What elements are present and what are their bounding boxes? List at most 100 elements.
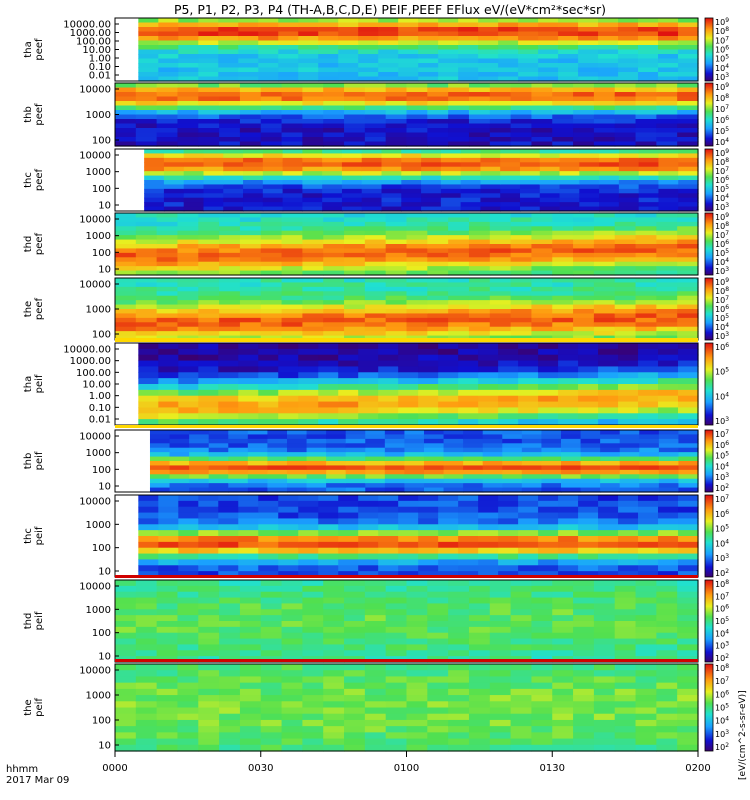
spectrogram-cell	[239, 235, 262, 241]
y-tick-label: 10	[98, 201, 111, 212]
spectrogram-cell	[298, 506, 319, 514]
spectrogram-cell	[158, 76, 179, 82]
spectrogram-cell	[358, 541, 379, 549]
spectrogram-cell	[158, 565, 179, 572]
colorbar-tick-label: 108	[715, 579, 729, 589]
spectrogram-cell	[521, 438, 543, 444]
spectrogram-cell	[427, 291, 449, 297]
y-tick-label: 0.10	[89, 62, 111, 73]
spectrogram-cell	[281, 96, 303, 102]
spectrogram-cell	[149, 461, 171, 467]
spectrogram-cell	[228, 487, 249, 493]
spectrogram-cell	[635, 83, 657, 89]
spectrogram-cell	[169, 483, 190, 489]
spectrogram-cell	[518, 530, 539, 537]
spectrogram-cell	[677, 713, 699, 721]
spectrogram-cell	[286, 465, 308, 471]
spectrogram-cell	[258, 506, 279, 514]
spectrogram-cell	[614, 650, 637, 657]
spectrogram-cell	[438, 553, 459, 561]
y-tick-label: 0.10	[89, 403, 111, 414]
spectrogram-cell	[510, 282, 533, 288]
spectrogram-cell	[238, 372, 259, 379]
spectrogram-cell	[418, 22, 439, 28]
spectrogram-cell	[281, 322, 303, 328]
spectrogram-cell	[614, 110, 637, 116]
spectrogram-cell	[302, 650, 324, 657]
spectrogram-cell	[677, 230, 699, 236]
spectrogram-cell	[219, 266, 241, 272]
spectrogram-cell	[510, 235, 533, 241]
spectrogram-cell	[278, 419, 299, 426]
spectrogram-cell	[302, 726, 324, 733]
spectrogram-cell	[198, 266, 220, 272]
spectrogram-cell	[338, 58, 359, 64]
colorbar-tick-label: 102	[715, 742, 729, 752]
spectrogram-cell	[341, 157, 363, 163]
spectrogram-cell	[247, 461, 269, 467]
spectrogram-cell	[438, 518, 459, 525]
spectrogram-cell	[552, 670, 574, 678]
spectrogram-cell	[531, 719, 553, 727]
spectrogram-cell	[539, 206, 561, 212]
spectrogram-cell	[177, 278, 199, 284]
spectrogram-cell	[573, 213, 595, 219]
spectrogram-cell	[677, 304, 699, 310]
spectrogram-cell	[578, 536, 599, 543]
spectrogram-cell	[614, 257, 637, 263]
spectrogram-cell	[219, 278, 241, 284]
spectrogram-cell	[448, 638, 470, 646]
spectrogram-cell	[438, 76, 459, 82]
spectrogram-cell	[302, 317, 324, 323]
spectrogram-cell	[219, 101, 241, 107]
spectrogram-cell	[239, 632, 262, 640]
spectrogram-cell	[561, 434, 582, 440]
spectrogram-cell	[618, 40, 639, 46]
spectrogram-cell	[302, 141, 324, 147]
spectrogram-cell	[158, 31, 179, 37]
spectrogram-cell	[531, 585, 553, 593]
spectrogram-cell	[541, 452, 562, 458]
spectrogram-cell	[677, 609, 699, 616]
spectrogram-cell	[489, 286, 512, 292]
spectrogram-cell	[656, 217, 678, 223]
spectrogram-cell	[239, 313, 262, 319]
spectrogram-cell	[489, 322, 512, 328]
spectrogram-cell	[448, 701, 470, 709]
spectrogram-cell	[458, 58, 479, 64]
spectrogram-cell	[338, 401, 359, 409]
spectrogram-cell	[518, 67, 539, 73]
spectrogram-cell	[677, 123, 699, 129]
spectrogram-cell	[518, 18, 539, 24]
spectrogram-cell	[678, 58, 699, 64]
spectrogram-cell	[156, 217, 179, 223]
spectrogram-cell	[158, 343, 179, 350]
spectrogram-cell	[593, 726, 616, 733]
spectrogram-cell	[656, 244, 678, 250]
spectrogram-cell	[678, 202, 699, 208]
spectrogram-cell	[364, 239, 387, 245]
spectrogram-cell	[149, 483, 171, 489]
spectrogram-cell	[552, 732, 574, 740]
spectrogram-cell	[282, 175, 303, 181]
spectrogram-cell	[385, 597, 408, 605]
spectrogram-cell	[518, 63, 539, 69]
spectrogram-cell	[281, 638, 303, 646]
spectrogram-cell	[406, 221, 428, 227]
spectrogram-cell	[468, 96, 491, 102]
spectrogram-cell	[635, 695, 657, 702]
spectrogram-cell	[468, 650, 491, 657]
spectrogram-cell	[502, 430, 523, 436]
spectrogram-cell	[635, 261, 657, 267]
spectrogram-cell	[258, 76, 279, 82]
spectrogram-cell	[323, 707, 345, 715]
spectrogram-cell	[158, 49, 179, 55]
spectrogram-cell	[281, 248, 303, 254]
spectrogram-cell	[401, 180, 422, 186]
spectrogram-cell	[364, 707, 387, 715]
spectrogram-cell	[518, 76, 539, 82]
spectrogram-cell	[338, 348, 359, 356]
spectrogram-cell	[502, 443, 523, 449]
spectrogram-cell	[438, 500, 459, 508]
spectrogram-cell	[558, 419, 579, 426]
